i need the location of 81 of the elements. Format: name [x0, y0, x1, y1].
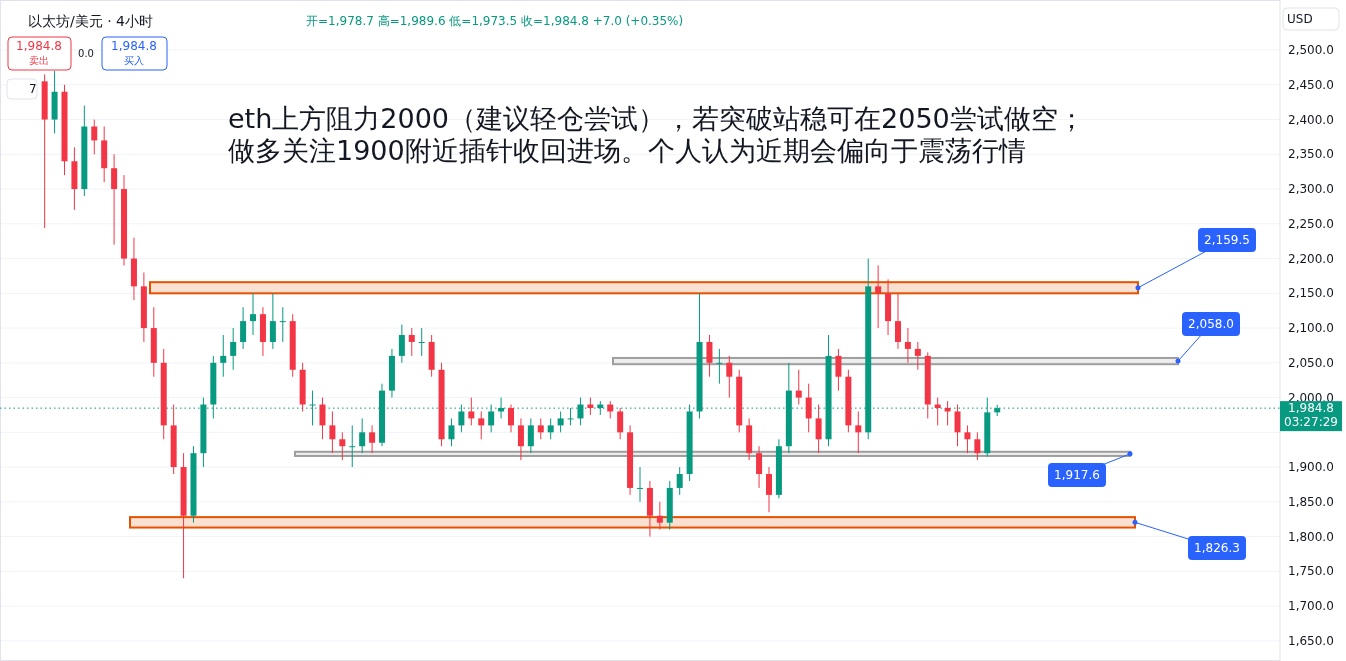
candlestick: [230, 327, 237, 371]
y-tick-label: 1,700.0: [1288, 599, 1334, 614]
text: USD: [1287, 12, 1313, 26]
candlestick: [964, 424, 971, 454]
candlestick: [408, 327, 415, 357]
candlestick: [637, 466, 643, 503]
candlestick: [240, 306, 247, 350]
candlestick: [91, 119, 98, 155]
candlestick: [319, 397, 326, 440]
text: eth上方阻力2000（建议轻仓尝试），若突破站稳可在2050尝试做空；: [228, 103, 1085, 134]
candlestick: [756, 445, 763, 489]
candlestick: [914, 341, 921, 371]
candlestick: [835, 348, 842, 392]
y-tick-label: 2,500.0: [1288, 43, 1334, 58]
candlestick: [656, 501, 663, 531]
candlestick: [894, 292, 901, 350]
y-tick-label: 2,150.0: [1288, 286, 1334, 301]
y-tick-label: 2,300.0: [1288, 182, 1334, 197]
band-label: 2,058.0: [1188, 317, 1234, 331]
candlestick: [875, 265, 882, 329]
candlestick: [468, 397, 475, 426]
annotation: 1,984.8: [111, 39, 157, 53]
candlestick: [508, 404, 515, 433]
y-tick-label: 1,800.0: [1288, 529, 1334, 544]
candlestick: [904, 327, 911, 364]
annotation: 1,984.8: [16, 39, 62, 53]
candlestick: [765, 466, 772, 513]
candlestick: [726, 355, 733, 399]
candlestick: [974, 431, 981, 461]
candlestick: [815, 404, 822, 454]
annotation: 7: [29, 82, 37, 96]
y-tick-label: 2,200.0: [1288, 251, 1334, 266]
candlestick: [329, 410, 336, 454]
candlestick: [398, 324, 405, 364]
annotation: 以太坊/美元 · 4小时: [28, 13, 153, 29]
band-label: 1,826.3: [1194, 541, 1240, 555]
candlestick: [478, 410, 485, 440]
candlestick: [359, 417, 366, 454]
candlestick: [617, 407, 624, 440]
candlestick: [369, 424, 376, 454]
candlestick: [676, 466, 683, 496]
y-tick-label: 1,850.0: [1288, 494, 1334, 509]
y-tick-label: 1,900.0: [1288, 460, 1334, 475]
candlestick: [220, 334, 227, 378]
candlestick: [279, 306, 286, 343]
text: 03:27:29: [1284, 415, 1338, 430]
y-tick-label: 2,450.0: [1288, 77, 1334, 92]
y-tick-label: 2,050.0: [1288, 355, 1334, 370]
candlestick: [537, 417, 544, 440]
candlestick: [418, 327, 425, 357]
candlestick: [547, 417, 554, 440]
y-tick-label: 1,650.0: [1288, 633, 1334, 648]
y-tick-label: 2,250.0: [1288, 216, 1334, 231]
candlestick: [716, 348, 723, 385]
candlestick: [805, 383, 812, 433]
annotation: 卖出: [29, 55, 49, 66]
candlestick: [795, 369, 802, 406]
ref-line-label: 1,984.8: [1288, 401, 1334, 416]
candlestick: [448, 417, 455, 447]
candlestick: [349, 424, 356, 468]
band-label: 2,159.5: [1204, 233, 1250, 247]
candlestick: [269, 292, 276, 350]
y-tick-label: 2,350.0: [1288, 147, 1334, 162]
band-label: 1,917.6: [1054, 468, 1100, 482]
annotation: 开=1,978.7 高=1,989.6 低=1,973.5 收=1,984.8 +7.0 (+0.35%): [306, 14, 684, 28]
candlestick: [339, 431, 346, 461]
candlestick: [954, 404, 961, 447]
candlestick: [855, 410, 862, 454]
candlestick: [488, 404, 495, 433]
y-tick-label: 1,750.0: [1288, 564, 1334, 579]
y-tick-label: 2,400.0: [1288, 112, 1334, 127]
candlestick: [557, 410, 564, 433]
candlestick: [706, 334, 713, 378]
candlestick: [517, 417, 524, 461]
annotation: 0.0: [78, 48, 94, 59]
annotation: 买入: [124, 55, 144, 66]
candlestick: [250, 292, 257, 336]
y-tick-label: 2,100.0: [1288, 321, 1334, 336]
candlestick: [527, 417, 534, 454]
candlestick: [111, 153, 118, 246]
text: 做多关注1900附近插针收回进场。个人认为近期会偏向于震荡行情: [228, 135, 1026, 166]
